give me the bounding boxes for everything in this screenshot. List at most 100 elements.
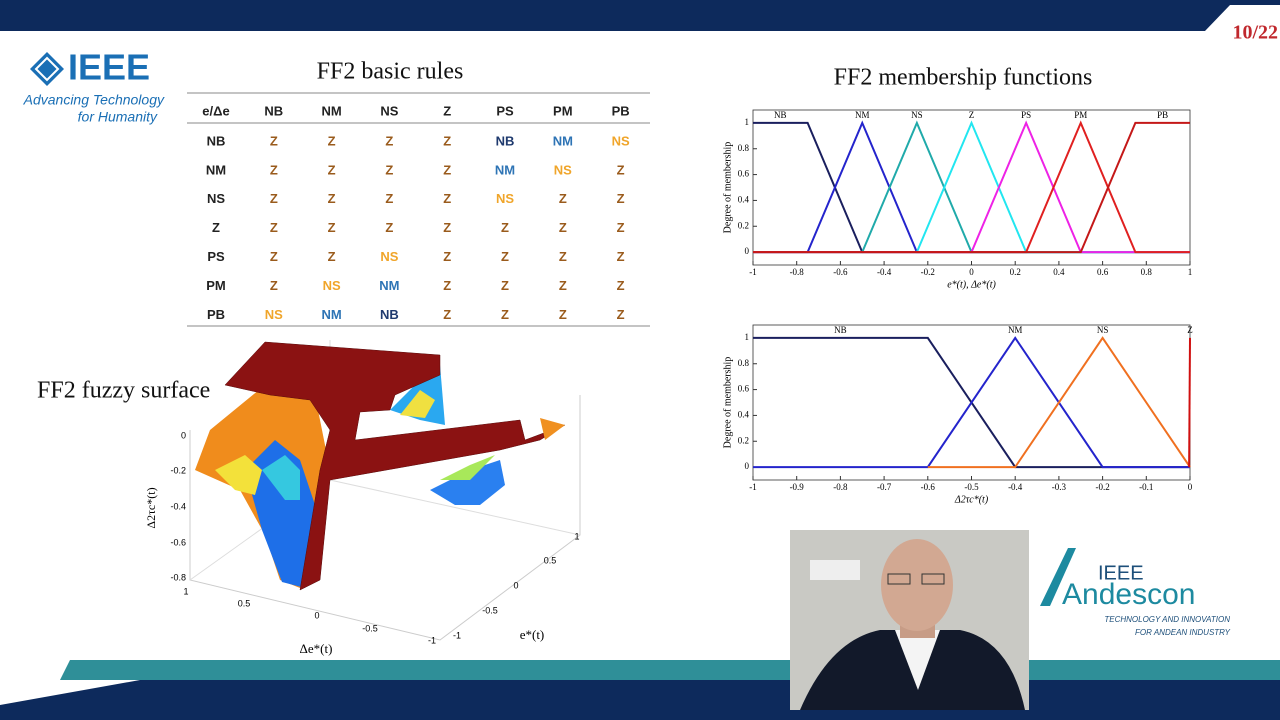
x-tick-label: 1 [183, 586, 188, 596]
membership-line [753, 336, 1190, 469]
table-cell: Z [443, 249, 451, 264]
sponsor-tagline: FOR ANDEAN INDUSTRY [1135, 628, 1231, 637]
chart-title: FF2 membership functions [834, 65, 1093, 91]
surface-patch [262, 455, 300, 500]
page-number: 10/22 [1232, 22, 1278, 44]
x-tick-label: -0.2 [1095, 482, 1109, 492]
x-tick-label: 1 [1188, 267, 1193, 277]
x-tick-label: -0.4 [877, 267, 892, 277]
table-cell: NS [380, 249, 398, 264]
y-tick-label: 1 [745, 332, 750, 342]
x-tick-label: -1 [428, 635, 436, 645]
surface-patch [215, 455, 262, 495]
table-cell: NS [323, 278, 341, 293]
y-tick-label: 0 [745, 246, 750, 256]
series-label: NB [774, 110, 787, 120]
x-tick-label: -0.9 [790, 482, 805, 492]
y-tick-label: 0.2 [738, 220, 749, 230]
table-cell: NB [496, 133, 515, 148]
table-cell: Z [385, 162, 393, 177]
membership-line [753, 120, 1190, 254]
column-header: NS [380, 103, 398, 118]
column-header: Z [443, 103, 451, 118]
row-header: NM [206, 162, 226, 177]
row-header: PS [207, 249, 225, 264]
table-cell: NS [612, 133, 630, 148]
surface-plot: Δ2τc*(t) Δe*(t) e*(t) [144, 340, 581, 656]
surface-box [329, 479, 581, 536]
table-cell: Z [328, 220, 336, 235]
y-tick-label: 0 [745, 461, 750, 471]
table-cell: Z [501, 249, 509, 264]
table-cell: Z [385, 220, 393, 235]
x-tick-label: -1 [749, 267, 757, 277]
bottom-band [0, 680, 1280, 720]
table-cell: Z [385, 133, 393, 148]
sponsor-name: Andescon [1062, 578, 1195, 611]
table-cell: NB [380, 307, 399, 322]
table-cell: NS [265, 307, 283, 322]
table-cell: NM [495, 162, 515, 177]
x-tick-label: -0.5 [964, 482, 979, 492]
x-tick-label: -0.3 [1052, 482, 1067, 492]
table-cell: Z [270, 162, 278, 177]
table-cell: NM [553, 133, 573, 148]
x-tick-label: -0.8 [790, 267, 805, 277]
x-tick-label: -1 [749, 482, 757, 492]
plot-frame [752, 109, 1191, 266]
table-cell: Z [559, 307, 567, 322]
tagline: Advancing Technology [23, 92, 165, 108]
table-cell: Z [559, 191, 567, 206]
z-tick-label: -0.8 [170, 572, 186, 582]
sponsor-tagline: TECHNOLOGY AND INNOVATION [1104, 615, 1230, 624]
x-tick-label: 0.8 [1141, 267, 1153, 277]
andescon-logo: IEEE Andescon TECHNOLOGY AND INNOVATION … [1040, 548, 1231, 637]
webcam [790, 530, 1029, 710]
membership-line [753, 120, 1190, 254]
x-tick-label: -0.6 [833, 267, 848, 277]
surface-patch [540, 418, 565, 440]
x-tick-label: -0.4 [1008, 482, 1023, 492]
surface-title: FF2 fuzzy surface [37, 378, 210, 404]
table-cell: Z [443, 162, 451, 177]
y-tick-label: 0.6 [738, 384, 750, 394]
table-cell: Z [270, 191, 278, 206]
row-header: Z [212, 220, 220, 235]
membership-line [753, 120, 1190, 254]
column-header: NB [264, 103, 283, 118]
y-tick-label: 0.8 [738, 143, 750, 153]
membership-line [753, 120, 1190, 254]
y-tick-label: 0.8 [738, 358, 750, 368]
y-tick-label: -1 [453, 630, 461, 640]
x-axis-label: Δ2τc*(t) [954, 494, 989, 505]
logo-text: IEEE [68, 47, 150, 88]
membership-line [927, 336, 1191, 469]
surface-patch [430, 460, 505, 505]
x-tick-label: -0.1 [1139, 482, 1153, 492]
row-header: PM [206, 278, 226, 293]
z-tick-label: -0.2 [170, 465, 186, 475]
table-cell: NS [496, 191, 514, 206]
table-cell: Z [501, 278, 509, 293]
x-tick-label: 0 [314, 610, 319, 620]
z-tick-label: 0 [181, 430, 186, 440]
x-tick-label: 0 [1188, 482, 1193, 492]
sponsor-logo: IEEE [1098, 562, 1144, 584]
surface-patch [400, 390, 435, 418]
top-band [0, 0, 1280, 31]
surface-patch [440, 455, 495, 480]
y-axis-label: Degree of membership [722, 142, 733, 234]
y-tick-label: 0.4 [738, 194, 750, 204]
membership-line [753, 121, 1190, 254]
x-tick-label: -0.7 [877, 482, 892, 492]
table-cell: Z [617, 278, 625, 293]
x-tick-label: -0.5 [362, 623, 378, 633]
series-label: NS [911, 110, 923, 120]
x-axis-label: e*(t), Δe*(t) [947, 279, 996, 290]
table-cell: Z [443, 133, 451, 148]
y-tick-label: 0 [513, 580, 518, 590]
series-label: Z [969, 110, 975, 120]
series-label: PM [1074, 110, 1087, 120]
y-tick-label: 1 [745, 117, 750, 127]
table-cell: Z [617, 162, 625, 177]
